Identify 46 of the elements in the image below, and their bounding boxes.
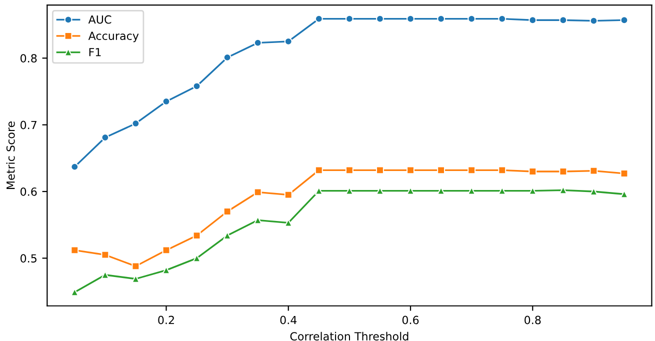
point: [559, 168, 568, 176]
point: [528, 168, 537, 176]
point: [162, 246, 170, 254]
point: [620, 170, 628, 178]
point: [254, 188, 262, 196]
point: [132, 262, 140, 270]
legend-label: Accuracy: [88, 32, 139, 42]
point: [376, 166, 384, 174]
point: [559, 16, 568, 24]
x-tick-label: 0.6: [402, 316, 419, 324]
point: [314, 166, 323, 174]
point: [223, 208, 232, 216]
point: [345, 166, 354, 174]
point: [70, 246, 79, 254]
y-tick-label: 0.6: [20, 187, 37, 196]
point: [590, 166, 598, 175]
legend-label: F1: [89, 48, 101, 56]
point: [284, 190, 292, 199]
point: [376, 14, 384, 23]
x-tick-label: 0.2: [158, 316, 174, 324]
point: [498, 166, 506, 174]
point: [192, 82, 201, 90]
legend-label: AUC: [88, 15, 112, 24]
point: [498, 14, 506, 23]
point: [406, 166, 414, 174]
point: [468, 14, 476, 23]
point: [590, 16, 598, 25]
point: [437, 14, 446, 23]
y-tick-label: 0.8: [20, 54, 37, 63]
x-tick-label: 0.4: [280, 316, 297, 324]
point: [528, 16, 537, 24]
point: [468, 166, 476, 174]
y-tick-label: 0.7: [20, 120, 36, 130]
x-tick-label: 0.8: [524, 316, 541, 324]
point: [314, 14, 323, 23]
y-axis-title: Metric Score: [6, 121, 15, 189]
point: [101, 250, 110, 259]
y-tick-label: 0.5: [20, 254, 36, 263]
point: [437, 166, 446, 174]
point: [101, 134, 110, 142]
point: [620, 16, 628, 24]
point: [254, 38, 262, 47]
point: [345, 14, 354, 23]
point: [406, 14, 414, 23]
point: [70, 162, 79, 171]
x-axis-title: Correlation Threshold: [290, 332, 408, 341]
